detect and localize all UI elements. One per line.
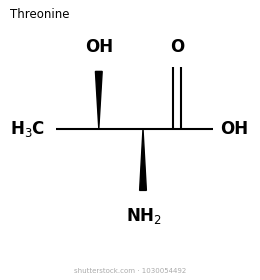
Text: Threonine: Threonine [10, 8, 70, 21]
Text: shutterstock.com · 1030054492: shutterstock.com · 1030054492 [74, 269, 186, 274]
Text: NH$_2$: NH$_2$ [126, 206, 162, 226]
Text: H$_3$C: H$_3$C [10, 119, 45, 139]
Polygon shape [95, 71, 102, 129]
Text: OH: OH [220, 120, 248, 138]
Polygon shape [140, 129, 146, 190]
Text: O: O [170, 38, 184, 56]
Text: OH: OH [85, 38, 113, 56]
